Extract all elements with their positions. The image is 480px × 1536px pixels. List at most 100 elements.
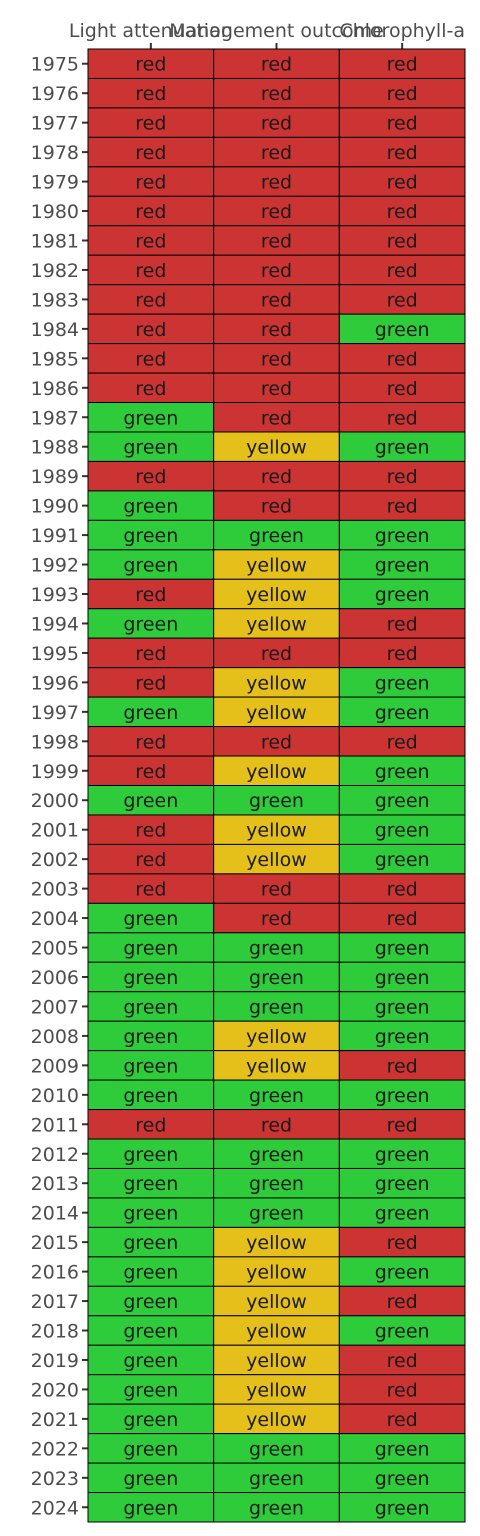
cell-label: red xyxy=(135,672,166,694)
y-tick-label: 1997 xyxy=(31,702,79,724)
heatmap-cell xyxy=(87,1374,215,1405)
cell-label: red xyxy=(387,1379,418,1401)
heatmap-cell xyxy=(87,1492,215,1523)
heatmap-cell xyxy=(338,785,466,816)
heatmap-cell xyxy=(213,1256,340,1287)
cell-label: green xyxy=(123,496,178,518)
cell-label: red xyxy=(135,820,166,842)
cell-label: yellow xyxy=(246,761,307,783)
x-tick-label: Management outcome xyxy=(169,20,384,42)
heatmap-cell xyxy=(338,902,466,934)
heatmap-cell xyxy=(87,991,215,1022)
heatmap-cell xyxy=(338,1256,466,1287)
cell-label: green xyxy=(375,1144,430,1166)
cell-label: red xyxy=(387,466,418,488)
heatmap-cell xyxy=(338,77,466,109)
cell-label: green xyxy=(375,761,430,783)
heatmap-cell xyxy=(87,667,215,698)
cell-label: green xyxy=(123,1409,178,1431)
heatmap-cell xyxy=(338,195,466,227)
cell-label: red xyxy=(261,908,292,930)
heatmap-cell xyxy=(338,48,466,79)
heatmap-cell xyxy=(87,107,215,138)
cell-label: green xyxy=(375,584,430,606)
heatmap-cell xyxy=(338,1079,466,1111)
cell-label: red xyxy=(135,289,166,311)
y-tick-label: 1988 xyxy=(31,437,79,459)
heatmap-cell xyxy=(338,726,466,757)
y-tick-label: 1990 xyxy=(31,496,79,518)
heatmap-cell xyxy=(87,1315,215,1346)
cell-label: red xyxy=(387,289,418,311)
cell-label: yellow xyxy=(246,1379,307,1401)
heatmap-cell xyxy=(87,1050,215,1081)
heatmap-cell xyxy=(213,549,340,580)
heatmap-cell xyxy=(213,343,340,374)
cell-label: red xyxy=(387,83,418,105)
heatmap-cell xyxy=(338,932,466,963)
cell-label: green xyxy=(123,790,178,812)
heatmap-cell xyxy=(213,254,340,286)
heatmap-cell xyxy=(213,77,340,109)
heatmap-cell xyxy=(213,372,340,404)
cell-label: red xyxy=(387,908,418,930)
heatmap-cell xyxy=(87,578,215,610)
heatmap-cell xyxy=(338,1374,466,1405)
cell-label: red xyxy=(135,83,166,105)
cell-label: green xyxy=(123,1438,178,1460)
y-tick-label: 1979 xyxy=(31,172,79,194)
cell-label: red xyxy=(387,172,418,194)
heatmap-cell xyxy=(338,843,466,875)
cell-label: red xyxy=(387,731,418,753)
y-tick-label: 1998 xyxy=(31,731,79,753)
y-tick-label: 1981 xyxy=(31,230,79,252)
y-tick-label: 1992 xyxy=(31,555,79,577)
heatmap-cell xyxy=(338,284,466,315)
cell-label: green xyxy=(123,1026,178,1048)
y-tick-label: 1993 xyxy=(31,584,79,606)
cell-label: red xyxy=(261,113,292,135)
cell-label: red xyxy=(135,643,166,665)
heatmap-cell xyxy=(338,1462,466,1494)
heatmap-cell xyxy=(338,1344,466,1376)
heatmap-cell xyxy=(87,1403,215,1435)
cell-label: green xyxy=(375,1173,430,1195)
heatmap-cell xyxy=(338,1050,466,1081)
cell-label: red xyxy=(135,849,166,871)
heatmap-cell xyxy=(87,873,215,904)
cell-label: green xyxy=(375,1262,430,1284)
heatmap-cell xyxy=(338,313,466,345)
heatmap-cell xyxy=(213,1167,340,1199)
heatmap-cell xyxy=(338,608,466,639)
heatmap-cell xyxy=(338,1315,466,1346)
y-tick-label: 2020 xyxy=(31,1379,79,1401)
cell-label: red xyxy=(135,260,166,282)
cell-label: green xyxy=(375,849,430,871)
heatmap-cell xyxy=(213,1138,340,1169)
cell-label: yellow xyxy=(246,584,307,606)
heatmap-cell xyxy=(87,1197,215,1228)
y-tick-label: 1989 xyxy=(31,466,79,488)
y-tick-label: 1991 xyxy=(31,525,79,547)
heatmap-cell xyxy=(338,667,466,698)
cell-label: red xyxy=(387,879,418,901)
y-tick-label: 2004 xyxy=(31,908,79,930)
y-tick-label: 2019 xyxy=(31,1350,79,1372)
cell-label: red xyxy=(261,496,292,518)
cell-label: green xyxy=(375,525,430,547)
heatmap-cell xyxy=(213,107,340,138)
cell-label: red xyxy=(387,1409,418,1431)
heatmap-cell xyxy=(87,195,215,227)
y-tick-label: 2012 xyxy=(31,1144,79,1166)
cell-label: red xyxy=(135,731,166,753)
cell-label: yellow xyxy=(246,1026,307,1048)
cell-label: green xyxy=(375,437,430,459)
heatmap-cell xyxy=(213,873,340,904)
y-tick-label: 1987 xyxy=(31,407,79,429)
cell-label: green xyxy=(249,790,304,812)
y-tick-label: 1996 xyxy=(31,672,79,694)
cell-label: red xyxy=(387,1291,418,1313)
heatmap-cell xyxy=(213,843,340,875)
cell-label: red xyxy=(135,348,166,370)
